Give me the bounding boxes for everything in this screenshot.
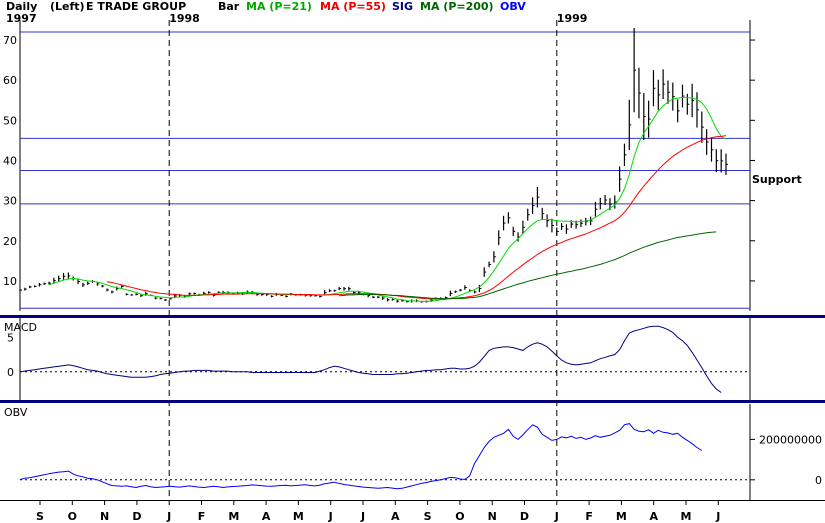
support-annotation: Support: [752, 173, 802, 186]
month-label: D: [132, 510, 141, 523]
month-label: F: [585, 510, 593, 523]
price-tick-label: 20: [3, 235, 17, 248]
month-label: M: [681, 510, 692, 523]
x-axis-labels: S O N D J F M A M J J A S O N D J F M A M J 1997 1998 1999: [6, 12, 720, 523]
month-label: J: [166, 510, 171, 523]
symbol-label: E TRADE GROUP: [86, 0, 186, 13]
month-label: O: [455, 510, 464, 523]
ma55-legend: MA (P=55): [320, 0, 386, 13]
obv-tick-label: 0: [815, 474, 822, 487]
series-group: [19, 27, 728, 490]
macd-line: [19, 325, 722, 393]
month-label: M: [228, 510, 239, 523]
scale-label: (Left): [50, 0, 85, 13]
price-tick-label: 40: [3, 154, 17, 167]
price-tick-label: 30: [3, 195, 17, 208]
month-label: O: [68, 510, 77, 523]
price-tick-label: 50: [3, 114, 17, 127]
panel-frames: [0, 20, 825, 501]
ma21-legend: MA (P=21): [246, 0, 312, 13]
obv-line: [19, 423, 703, 490]
macd-tick-label: 5: [7, 331, 14, 344]
month-label: D: [520, 510, 529, 523]
horizontal-lines: [20, 31, 750, 481]
month-label: S: [424, 510, 432, 523]
month-label: J: [360, 510, 365, 523]
year-dividers: [168, 20, 558, 500]
sig-legend: SIG: [392, 0, 413, 13]
month-label: A: [649, 510, 658, 523]
ma55-line: [106, 135, 727, 300]
month-label: M: [293, 510, 304, 523]
month-label: M: [616, 510, 627, 523]
month-label: J: [715, 510, 720, 523]
macd-panel-label: MACD: [4, 321, 37, 334]
interval-label: Daily: [6, 0, 37, 13]
month-label: S: [36, 510, 44, 523]
obv-tick-label: 200000000: [759, 433, 822, 446]
ma21-line: [48, 96, 727, 302]
year-label: 1998: [169, 12, 200, 25]
price-tick-label: 10: [3, 275, 17, 288]
month-label: A: [391, 510, 400, 523]
month-label: N: [488, 510, 497, 523]
year-label: 1999: [557, 12, 588, 25]
year-label: 1997: [6, 12, 37, 25]
price-tick-label: 60: [3, 74, 17, 87]
month-label: A: [262, 510, 271, 523]
month-label: J: [554, 510, 559, 523]
price-tick-label: 70: [3, 34, 17, 47]
month-label: N: [100, 510, 109, 523]
chart-header: Daily (Left) E TRADE GROUP Bar MA (P=21)…: [6, 0, 526, 13]
ma200-legend: MA (P=200): [420, 0, 494, 13]
obv-panel-label: OBV: [4, 406, 28, 419]
month-label: F: [198, 510, 206, 523]
obv-legend: OBV: [500, 0, 526, 13]
bar-label: Bar: [218, 0, 240, 13]
ma200-line: [339, 231, 717, 300]
macd-tick-label: 0: [7, 366, 14, 379]
month-label: J: [328, 510, 333, 523]
